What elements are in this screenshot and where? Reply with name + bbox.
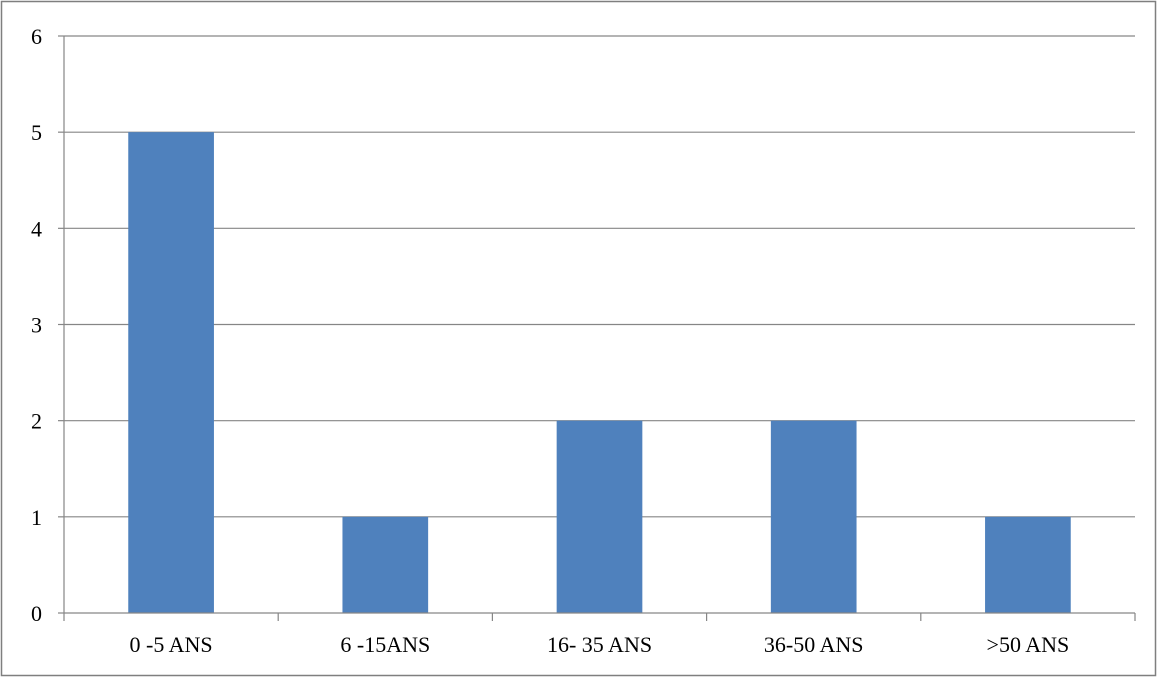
- y-tick-label: 5: [31, 120, 42, 145]
- y-tick-label: 6: [31, 24, 42, 49]
- gridlines: [64, 35, 1135, 518]
- axes: [58, 35, 1136, 621]
- bar-0: [128, 132, 214, 613]
- x-tick-labels: 0 -5 ANS 6 -15ANS 16- 35 ANS 36-50 ANS >50 A…: [130, 632, 1070, 657]
- bar-1: [342, 516, 429, 613]
- x-tick-label: 0 -5 ANS: [130, 632, 213, 657]
- y-tick-labels: 0 1 2 3 4 5 6: [31, 24, 42, 626]
- x-tick-label: >50 ANS: [987, 632, 1070, 657]
- bar-4: [985, 516, 1071, 613]
- x-tick-label: 16- 35 ANS: [547, 632, 652, 657]
- x-tick-label: 6 -15ANS: [340, 632, 430, 657]
- y-tick-label: 1: [31, 505, 42, 530]
- y-tick-label: 0: [31, 601, 42, 626]
- y-tick-label: 2: [31, 409, 42, 434]
- bars: [128, 132, 1071, 613]
- y-tick-label: 4: [31, 216, 42, 241]
- x-tick-label: 36-50 ANS: [764, 632, 864, 657]
- y-tick-label: 3: [31, 313, 42, 338]
- bar-3: [770, 420, 857, 613]
- bar-2: [556, 420, 643, 613]
